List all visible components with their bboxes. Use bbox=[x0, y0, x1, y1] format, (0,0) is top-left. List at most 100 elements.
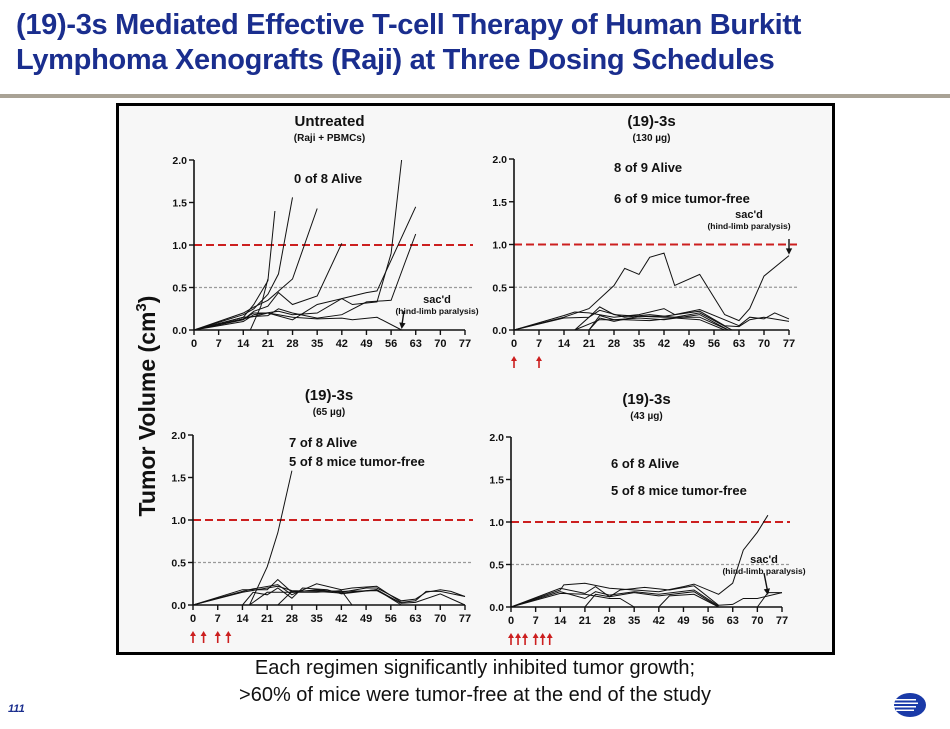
dose-arrow-icon bbox=[536, 356, 542, 361]
series-line-mouse-4 bbox=[574, 309, 733, 331]
x-tick-label: 28 bbox=[603, 615, 615, 627]
y-tick-label: 1.5 bbox=[489, 475, 504, 487]
dose-arrow-icon bbox=[515, 633, 522, 638]
x-tick-label: 70 bbox=[751, 615, 763, 627]
slide-caption: Each regimen significantly inhibited tum… bbox=[150, 655, 800, 709]
panel-subtitle: (65 µg) bbox=[313, 407, 345, 418]
y-tick-label: 1.0 bbox=[171, 515, 186, 527]
series-line-mouse-7 bbox=[756, 592, 782, 608]
sac-sublabel: (hind-limb paralysis) bbox=[707, 221, 790, 231]
panel-annotation: 5 of 8 mice tumor-free bbox=[611, 483, 747, 498]
sac-sublabel: (hind-limb paralysis) bbox=[395, 306, 478, 316]
x-tick-label: 28 bbox=[286, 613, 298, 625]
x-tick-label: 35 bbox=[628, 615, 640, 627]
panel-annotation: 6 of 8 Alive bbox=[611, 456, 679, 471]
company-logo-icon bbox=[894, 693, 926, 717]
x-tick-label: 42 bbox=[658, 338, 670, 350]
x-tick-label: 42 bbox=[335, 613, 347, 625]
y-tick-label: 0.5 bbox=[492, 282, 507, 294]
x-tick-label: 42 bbox=[653, 615, 665, 627]
x-tick-label: 56 bbox=[385, 338, 397, 350]
x-tick-label: 28 bbox=[608, 338, 620, 350]
series-line-mouse-1 bbox=[193, 210, 276, 331]
x-tick-label: 14 bbox=[554, 615, 567, 627]
panel-annotation: 8 of 9 Alive bbox=[614, 160, 682, 175]
series-line-mouse-2 bbox=[513, 308, 790, 331]
x-tick-label: 56 bbox=[708, 338, 720, 350]
x-tick-label: 7 bbox=[215, 613, 221, 625]
y-tick-label: 1.5 bbox=[172, 198, 187, 210]
x-tick-label: 7 bbox=[536, 338, 542, 350]
dose-arrow-icon bbox=[200, 631, 207, 636]
series-line-mouse-1 bbox=[249, 470, 293, 606]
series-line-mouse-5 bbox=[584, 591, 719, 608]
shared-y-axis-label: Tumor Volume (cm3) bbox=[133, 296, 160, 517]
y-tick-label: 1.0 bbox=[489, 517, 504, 529]
x-tick-label: 42 bbox=[336, 338, 348, 350]
y-axis-label-text: Tumor Volume (cm bbox=[134, 312, 160, 517]
x-tick-label: 49 bbox=[683, 338, 695, 350]
dose-arrow-icon bbox=[225, 631, 232, 636]
x-tick-label: 21 bbox=[261, 613, 273, 625]
x-tick-label: 21 bbox=[262, 338, 274, 350]
x-tick-label: 0 bbox=[190, 613, 196, 625]
y-tick-label: 1.0 bbox=[492, 240, 507, 252]
slide-number: 111 bbox=[8, 703, 25, 715]
sac-label: sac'd bbox=[423, 294, 451, 306]
series-line-mouse-6 bbox=[658, 593, 719, 608]
series-line-mouse-5 bbox=[193, 159, 403, 331]
dose-arrow-icon bbox=[190, 631, 196, 636]
y-tick-label: 2.0 bbox=[171, 430, 186, 442]
sac-label: sac'd bbox=[735, 209, 763, 221]
sac-arrow-head bbox=[785, 248, 793, 255]
series-line-mouse-7 bbox=[277, 590, 402, 606]
panel-title: (19)-3s bbox=[305, 387, 353, 404]
x-tick-label: 21 bbox=[579, 615, 591, 627]
x-tick-label: 7 bbox=[533, 615, 539, 627]
x-tick-label: 77 bbox=[776, 615, 788, 627]
series-line-mouse-2 bbox=[510, 585, 783, 608]
x-tick-label: 77 bbox=[459, 613, 471, 625]
series-line-mouse-6 bbox=[193, 206, 417, 331]
y-tick-label: 2.0 bbox=[172, 155, 187, 167]
y-tick-label: 0.5 bbox=[489, 560, 504, 572]
dose-arrow-icon bbox=[511, 356, 517, 361]
panel-annotation: 5 of 8 mice tumor-free bbox=[289, 454, 425, 469]
y-tick-label: 0.5 bbox=[171, 558, 186, 570]
x-tick-label: 35 bbox=[633, 338, 645, 350]
series-line-mouse-6 bbox=[588, 315, 729, 331]
dose-arrow-icon bbox=[546, 633, 553, 638]
y-tick-label: 0.0 bbox=[492, 325, 507, 337]
series-line-mouse-1 bbox=[513, 252, 790, 331]
x-tick-label: 77 bbox=[783, 338, 795, 350]
y-axis-label-close: ) bbox=[134, 296, 160, 304]
series-line-mouse-5 bbox=[242, 587, 466, 606]
x-tick-label: 0 bbox=[191, 338, 197, 350]
x-tick-label: 0 bbox=[511, 338, 517, 350]
x-tick-label: 63 bbox=[410, 338, 422, 350]
x-tick-label: 35 bbox=[311, 613, 323, 625]
panel-subtitle: (130 µg) bbox=[633, 133, 671, 144]
dose-arrow-icon bbox=[539, 633, 546, 638]
x-tick-label: 14 bbox=[558, 338, 571, 350]
panel-annotation: 0 of 8 Alive bbox=[294, 171, 362, 186]
x-tick-label: 14 bbox=[237, 338, 250, 350]
series-line-mouse-3 bbox=[192, 583, 466, 606]
series-line-mouse-1 bbox=[510, 514, 769, 608]
panel-dose-65ug: (19)-3s (65 µg) 0.0 0.5 1.0 1.5 2.0 0 7 14 21 28 35 4… bbox=[171, 387, 473, 643]
figure-svg: Tumor Volume (cm3) Untreated (Raji + PBMC… bbox=[133, 113, 806, 645]
figure-frame: Tumor Volume (cm3) Untreated (Raji + PBMC… bbox=[116, 103, 835, 655]
x-tick-label: 70 bbox=[758, 338, 770, 350]
x-tick-label: 56 bbox=[702, 615, 714, 627]
dose-arrow-icon bbox=[508, 633, 514, 638]
x-tick-label: 77 bbox=[459, 338, 471, 350]
x-tick-label: 28 bbox=[286, 338, 298, 350]
header-divider bbox=[0, 94, 950, 98]
x-tick-label: 63 bbox=[733, 338, 745, 350]
series-line-mouse-4 bbox=[193, 243, 343, 331]
panel-dose-130ug: (19)-3s (130 µg) 0.0 0.5 1.0 1.5 2.0 0 7 14 21 28 35… bbox=[492, 113, 797, 368]
y-tick-label: 1.0 bbox=[172, 240, 187, 252]
x-tick-label: 21 bbox=[583, 338, 595, 350]
y-tick-label: 1.5 bbox=[492, 197, 507, 209]
caption-line-1: Each regimen significantly inhibited tum… bbox=[254, 657, 696, 679]
